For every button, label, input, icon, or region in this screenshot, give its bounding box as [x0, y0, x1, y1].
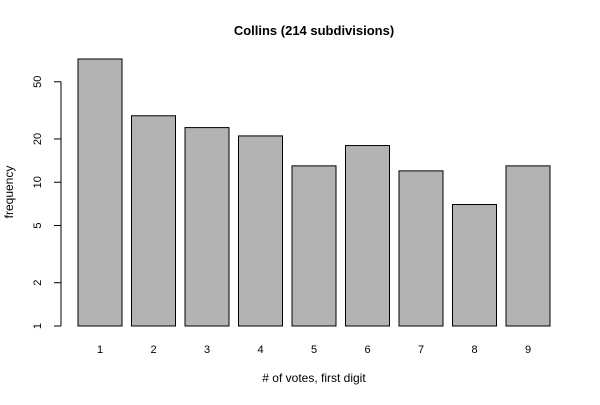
y-tick-label-20: 20 — [32, 133, 44, 145]
chart-title: Collins (214 subdivisions) — [234, 23, 394, 38]
x-axis-label: # of votes, first digit — [262, 371, 366, 385]
y-axis: 1 2 5 10 20 50 — [32, 76, 62, 329]
bar-8 — [452, 204, 497, 327]
x-tick-label-1: 1 — [97, 344, 103, 356]
y-tick-label-50: 50 — [32, 76, 44, 88]
x-tick-label-9: 9 — [525, 344, 531, 356]
y-tick-label-1: 1 — [32, 323, 44, 329]
x-tick-label-4: 4 — [257, 344, 263, 356]
x-tick-label-5: 5 — [311, 344, 317, 356]
bar-7 — [398, 170, 444, 327]
x-tick-label-2: 2 — [150, 344, 156, 356]
bar-6 — [345, 145, 390, 327]
y-tick-label-5: 5 — [32, 222, 44, 228]
bar-5 — [291, 165, 337, 327]
bar-3 — [184, 127, 230, 327]
bar-1 — [77, 58, 123, 327]
x-tick-label-6: 6 — [364, 344, 370, 356]
x-axis-tick-labels: 1 2 3 4 5 6 7 8 9 — [97, 344, 531, 356]
x-tick-label-8: 8 — [471, 344, 477, 356]
x-tick-label-7: 7 — [418, 344, 424, 356]
bar-2 — [131, 115, 176, 327]
y-axis-label: frequency — [2, 166, 16, 219]
x-tick-label-3: 3 — [204, 344, 210, 356]
bars-group — [77, 58, 551, 327]
bar-4 — [238, 135, 283, 327]
y-tick-label-10: 10 — [32, 176, 44, 188]
bar-9 — [505, 165, 551, 327]
y-tick-label-2: 2 — [32, 280, 44, 286]
